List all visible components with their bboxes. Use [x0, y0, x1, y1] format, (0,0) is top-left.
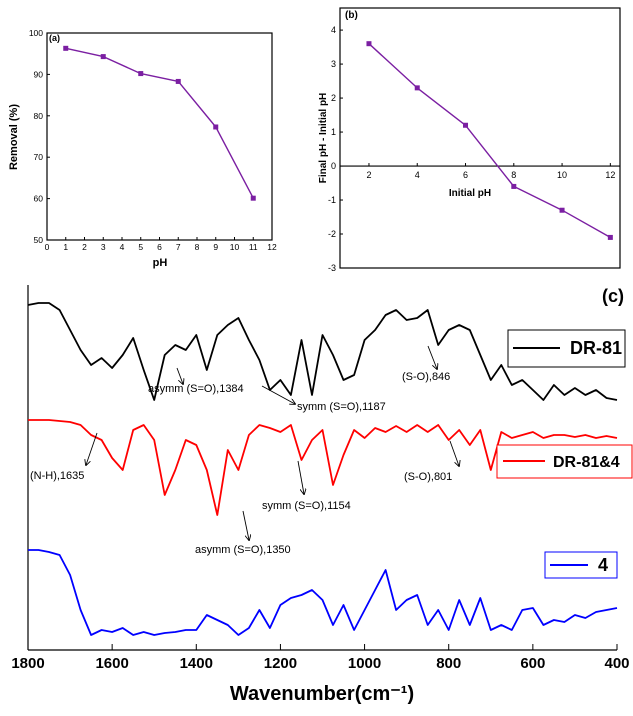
data-point [366, 41, 372, 47]
y-tick-label: 100 [29, 28, 43, 38]
annotation: asymm (S=O),1384 [148, 383, 244, 395]
y-tick-label: 90 [34, 69, 44, 79]
x-tick-label: 1600 [95, 655, 128, 672]
data-point [414, 85, 420, 91]
y-tick-label: 60 [34, 194, 44, 204]
y-tick-label: 80 [34, 111, 44, 121]
x-tick-label: 3 [101, 242, 106, 252]
annotation: symm (S=O),1187 [297, 401, 386, 413]
y-tick-label: 1 [331, 127, 336, 137]
plot-frame [46, 32, 273, 241]
panel-label: (a) [49, 33, 60, 43]
y-tick-label: 3 [331, 59, 336, 69]
annotation-arrow [242, 510, 249, 540]
y-axis-label: Removal (%) [8, 104, 20, 170]
x-tick-label: 0 [45, 242, 50, 252]
x-tick-label: 9 [213, 242, 218, 252]
y-tick-label: -2 [328, 229, 336, 239]
x-tick-label: 12 [267, 242, 277, 252]
annotation: symm (S=O),1154 [262, 500, 351, 512]
legend-label: DR-81&4 [553, 454, 620, 471]
panel-label: (c) [602, 286, 624, 306]
x-tick-label: 600 [520, 655, 545, 672]
y-tick-label: 2 [331, 93, 336, 103]
annotation-arrow [86, 432, 98, 465]
x-tick-label: 1800 [11, 655, 44, 672]
data-point [63, 45, 69, 51]
annotation-arrow [261, 385, 295, 404]
data-point [213, 124, 219, 130]
x-tick-label: 1200 [264, 655, 297, 672]
data-point [463, 122, 469, 128]
x-tick-label: 10 [557, 170, 567, 180]
x-tick-label: 10 [230, 242, 240, 252]
x-tick-label: 2 [366, 170, 371, 180]
x-tick-label: 8 [511, 170, 516, 180]
y-axis-label: Final pH - Initial pH [318, 93, 329, 184]
y-tick-label: 4 [331, 25, 336, 35]
x-tick-label: 4 [415, 170, 420, 180]
data-point [559, 207, 565, 213]
annotation: (S-O),846 [402, 371, 450, 383]
x-tick-label: 2 [82, 242, 87, 252]
series-line [65, 47, 254, 199]
x-tick-label: 6 [463, 170, 468, 180]
panel-label: (b) [345, 10, 358, 21]
x-tick-label: 400 [604, 655, 629, 672]
x-axis-label: pH [153, 257, 168, 269]
plot-frame [339, 7, 621, 269]
legend-label: DR-81 [570, 338, 622, 358]
annotation: (N-H),1635 [30, 470, 84, 482]
data-point [175, 78, 181, 84]
legend-label: 4 [598, 555, 608, 575]
annotation-arrow [449, 440, 459, 466]
y-tick-label: 50 [34, 235, 44, 245]
annotation-arrow [297, 460, 304, 494]
y-tick-label: 70 [34, 152, 44, 162]
series-line [27, 302, 618, 401]
x-axis-label: Wavenumber(cm⁻¹) [230, 683, 414, 705]
x-tick-label: 1400 [180, 655, 213, 672]
x-tick-label: 8 [195, 242, 200, 252]
x-tick-label: 11 [249, 242, 258, 252]
series-line [28, 419, 618, 516]
data-point [100, 54, 106, 60]
series-line [28, 549, 618, 636]
annotation-arrow [427, 345, 437, 369]
data-point [607, 234, 613, 240]
y-tick-label: -3 [328, 263, 336, 273]
x-axis-label: Initial pH [449, 188, 491, 199]
annotation: asymm (S=O),1350 [195, 544, 291, 556]
x-tick-label: 1000 [348, 655, 381, 672]
data-point [250, 195, 256, 201]
data-point [511, 183, 517, 189]
x-tick-label: 4 [120, 242, 125, 252]
x-tick-label: 12 [605, 170, 615, 180]
x-tick-label: 5 [138, 242, 143, 252]
x-tick-label: 6 [157, 242, 162, 252]
x-tick-label: 7 [176, 242, 181, 252]
x-tick-label: 800 [436, 655, 461, 672]
x-tick-label: 1 [63, 242, 68, 252]
y-tick-label: 0 [331, 161, 336, 171]
annotation-arrow [176, 367, 183, 384]
data-point [138, 71, 144, 77]
annotation: (S-O),801 [404, 471, 452, 483]
series-line [368, 43, 611, 239]
y-tick-label: -1 [328, 195, 336, 205]
